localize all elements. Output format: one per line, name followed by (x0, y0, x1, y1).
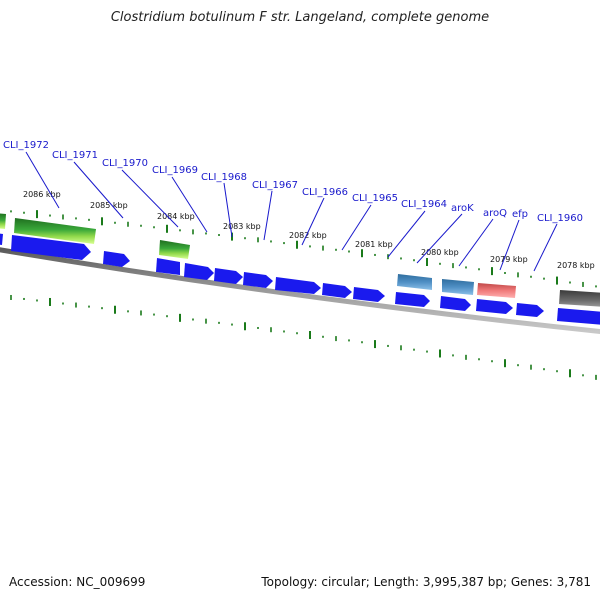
cds-arrow[interactable] (557, 308, 600, 325)
gene-label-cli-1966[interactable]: CLI_1966 (302, 187, 348, 198)
accession-text: Accession: NC_009699 (9, 575, 146, 589)
cds-arrow[interactable] (275, 277, 321, 294)
cds-arrow[interactable] (214, 268, 243, 284)
cds-arrow[interactable] (440, 296, 471, 311)
kbp-label: 2078 kbp (557, 261, 595, 270)
gene-labels: CLI_1972 CLI_1971 CLI_1970 CLI_1969 CLI_… (3, 140, 583, 224)
label-leaders (25, 151, 558, 272)
feature-aroK[interactable] (397, 274, 432, 290)
cds-row (0, 233, 600, 325)
gene-label-cli-1968[interactable]: CLI_1968 (201, 172, 247, 183)
feature-rna-green-left[interactable] (0, 213, 6, 229)
cds-arrow[interactable] (156, 258, 180, 275)
leader-line (387, 210, 426, 258)
kbp-label: 2083 kbp (223, 222, 261, 231)
leader-line (533, 223, 558, 272)
kbp-label: 2080 kbp (421, 248, 459, 257)
gene-label-cli-1967[interactable]: CLI_1967 (252, 180, 298, 191)
leader-line (223, 182, 233, 238)
leader-line (171, 176, 208, 233)
gene-label-arok[interactable]: aroK (451, 203, 474, 214)
cds-arrow[interactable] (103, 251, 130, 267)
cds-arrow[interactable] (0, 233, 3, 245)
cds-arrow[interactable] (516, 303, 544, 317)
feature-efp[interactable] (477, 283, 516, 298)
feature-row-upper (0, 213, 600, 307)
gene-label-cli-1969[interactable]: CLI_1969 (152, 165, 198, 176)
cds-arrow[interactable] (11, 235, 91, 260)
feature-aroQ[interactable] (442, 279, 474, 295)
feature-rna-green-1[interactable] (14, 218, 96, 244)
cds-arrow[interactable] (476, 299, 513, 314)
gene-label-aroq[interactable]: aroQ (483, 208, 507, 219)
kbp-label: 2084 kbp (157, 212, 195, 221)
tick-row-outer (10, 210, 597, 288)
feature-rna-green-2[interactable] (159, 240, 190, 259)
leader-line (301, 197, 325, 246)
leader-line (499, 219, 520, 271)
leader-line (73, 161, 124, 219)
kbp-label: 2079 kbp (490, 255, 528, 264)
genome-backbone (0, 247, 600, 334)
kbp-label: 2085 kbp (90, 201, 128, 210)
cds-arrow[interactable] (184, 263, 214, 280)
leader-line (25, 151, 60, 209)
kbp-label: 2086 kbp (23, 190, 61, 199)
kbp-label: 2082 kbp (289, 231, 327, 240)
feature-dark-gray[interactable] (559, 290, 600, 307)
leader-line (416, 213, 463, 264)
map-title: Clostridium botulinum F str. Langeland, … (110, 10, 490, 25)
cds-arrow[interactable] (243, 272, 273, 288)
leader-line (341, 204, 372, 251)
gene-label-cli-1970[interactable]: CLI_1970 (102, 158, 148, 169)
kbp-label: 2081 kbp (355, 240, 393, 249)
kbp-labels: 2086 kbp 2085 kbp 2084 kbp 2083 kbp 2082… (23, 190, 595, 270)
gene-label-cli-1971[interactable]: CLI_1971 (52, 150, 98, 161)
cds-arrow[interactable] (322, 283, 352, 298)
gene-label-cli-1972[interactable]: CLI_1972 (3, 140, 49, 151)
gene-label-cli-1964[interactable]: CLI_1964 (401, 199, 447, 210)
leader-line (458, 218, 494, 267)
leader-line (263, 190, 273, 241)
tick-row-inner (10, 294, 597, 380)
cds-arrow[interactable] (395, 292, 430, 307)
gene-label-efp[interactable]: efp (512, 209, 528, 220)
cds-arrow[interactable] (353, 287, 385, 302)
gene-label-cli-1965[interactable]: CLI_1965 (352, 193, 398, 204)
genome-summary: Topology: circular; Length: 3,995,387 bp… (261, 575, 591, 589)
gene-label-cli-1960[interactable]: CLI_1960 (537, 213, 583, 224)
leader-line (121, 169, 179, 228)
